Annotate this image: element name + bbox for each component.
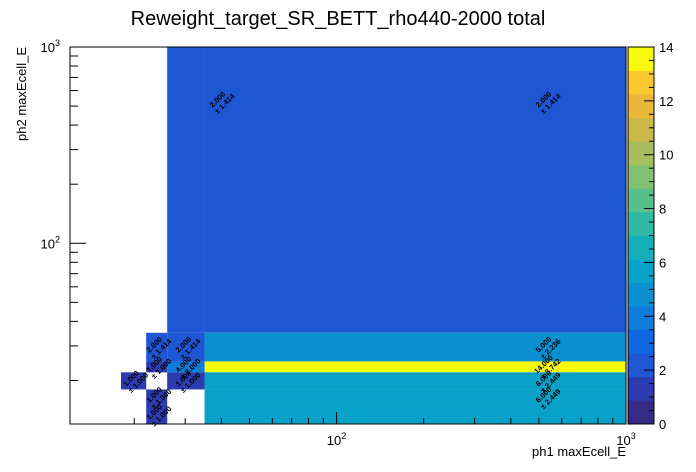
heatmap-cell [204,47,626,333]
x-axis-title: ph1 maxEcell_E [532,444,626,459]
colorbar-tick-label: 6 [659,255,666,270]
heatmap-cell [146,389,168,405]
y-tick-label: 102 [41,234,60,251]
colorbar-swatch [628,117,654,142]
heatmap-cell [167,361,205,373]
heatmap-cell [167,372,205,390]
colorbar-swatch [628,306,654,331]
colorbar-swatch [628,282,654,307]
heatmap-cell [204,332,626,362]
heatmap-cell [204,372,626,390]
colorbar-tick-label: 0 [659,417,666,432]
heatmap-cell [167,47,205,333]
colorbar-tick-label: 4 [659,309,666,324]
colorbar-tick-label: 12 [659,94,673,109]
y-axis: 102 103 [41,38,86,381]
colorbar-tick-label: 2 [659,363,666,378]
colorbar-swatch [628,235,654,260]
y-tick-label: 103 [41,38,60,55]
colorbar-swatch [628,400,654,425]
colorbar-swatch [628,329,654,354]
colorbar-tick-label: 8 [659,202,666,217]
heatmap-cell [146,361,168,373]
colorbar: 0 2 4 6 8 10 12 14 [627,40,673,432]
x-tick-label: 103 [616,431,635,448]
colorbar-swatch [628,164,654,189]
colorbar-tick-label: 14 [659,40,673,55]
chart-title: Reweight_target_SR_BETT_rho440-2000 tota… [131,8,546,30]
plot-frame [69,46,627,425]
colorbar-swatch [628,141,654,166]
colorbar-swatch [628,70,654,95]
colorbar-swatch [628,259,654,283]
colorbar-swatch [628,211,654,236]
colorbar-swatch [628,47,654,71]
colorbar-swatch [628,94,654,118]
y-axis-title: ph2 maxEcell_E [14,47,29,141]
heatmap-cell [204,361,626,373]
heatmap-cell [167,332,205,362]
heatmap-cell [204,389,626,405]
colorbar-swatch [628,188,654,213]
colorbar-swatch [628,376,654,401]
heatmap-cell [120,372,147,390]
colorbar-tick-label: 10 [659,148,673,163]
colorbar-swatch [628,353,654,378]
heatmap-cell [204,404,626,424]
x-axis: 102 103 [133,412,636,448]
x-tick-label: 102 [327,431,346,448]
heatmap-cell [146,404,168,424]
cells-layer [120,47,626,424]
heatmap-cell [146,332,168,362]
